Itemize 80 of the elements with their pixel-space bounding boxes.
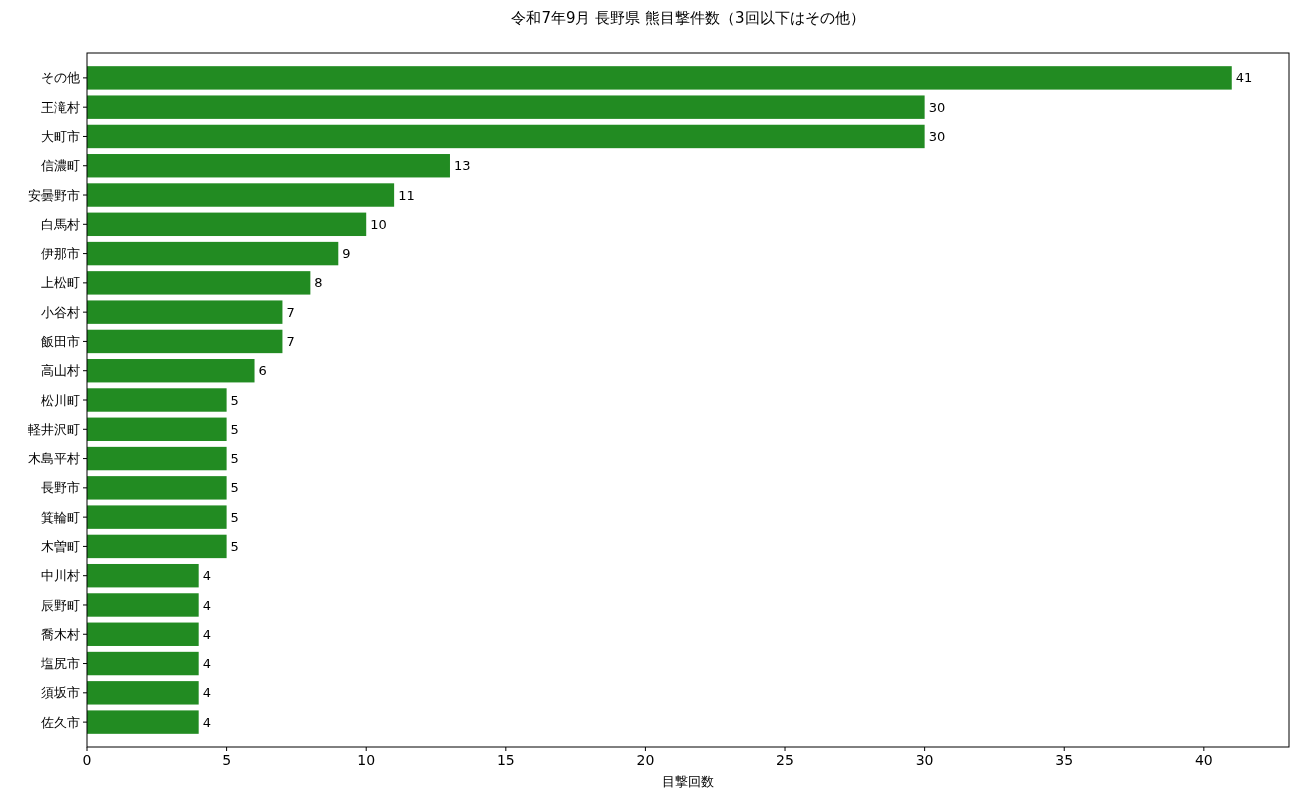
bar [87,300,283,324]
x-tick-label: 25 [776,752,794,768]
y-tick-label: 飯田市 [41,333,80,349]
bar [87,154,450,178]
data-label: 30 [928,129,946,145]
y-tick-label: 佐久市 [41,714,80,730]
y-tick-label: 伊那市 [41,246,80,262]
y-tick-label: 木島平村 [28,451,80,467]
data-label: 5 [230,421,239,437]
y-tick-label: 塩尻市 [40,656,80,672]
bar [87,593,199,617]
y-tick-label: 松川町 [41,392,80,408]
data-label: 5 [230,451,239,467]
bar [87,476,227,500]
data-label: 9 [342,246,351,262]
y-tick-label: 小谷村 [41,304,80,320]
bar [87,95,925,119]
data-label: 4 [202,656,211,672]
data-label: 6 [258,363,267,379]
bar [87,124,925,149]
bar [87,710,199,734]
bar [87,446,227,471]
y-tick-label: 軽井沢町 [28,421,80,437]
x-axis-title: 目撃回数 [662,774,714,789]
data-label: 41 [1235,70,1253,86]
bar [87,329,283,354]
y-tick-label: 安曇野市 [28,187,80,203]
data-label: 10 [370,216,387,232]
x-tick-label: 0 [82,752,92,768]
y-tick-label: 王滝村 [41,99,80,115]
x-tick-label: 35 [1055,752,1074,768]
y-tick-label: 須坂市 [41,685,80,701]
bar [87,417,227,441]
data-label: 7 [286,304,295,320]
data-label: 5 [230,509,239,525]
x-tick-label: 15 [496,752,515,768]
data-label: 5 [230,480,239,496]
data-label: 5 [230,538,239,554]
data-label: 5 [230,392,239,408]
y-tick-label: 信濃町 [41,158,80,174]
data-label: 13 [453,158,471,174]
bar [87,651,199,676]
x-tick-label: 30 [915,752,934,768]
bar [87,241,339,266]
data-label: 11 [398,187,415,203]
data-label: 4 [202,714,211,730]
y-tick-label: 大町市 [41,129,80,145]
bar [87,66,1232,90]
data-label: 4 [202,597,211,613]
bar [87,622,199,646]
bar [87,505,227,529]
data-label: 8 [314,275,323,291]
y-tick-label: 中川村 [41,568,80,584]
data-label: 4 [202,626,211,642]
y-tick-label: その他 [41,70,80,86]
bar [87,359,255,383]
bar [87,183,395,207]
y-tick-label: 箕輪町 [41,509,80,525]
bar [87,563,199,588]
y-tick-label: 高山村 [41,363,80,379]
bar [87,534,227,559]
data-label: 30 [928,99,946,115]
y-tick-label: 白馬村 [41,216,80,232]
x-tick-label: 20 [636,752,655,768]
y-tick-label: 長野市 [41,480,80,496]
y-tick-label: 辰野町 [41,597,80,613]
bar [87,681,199,705]
bar [87,388,227,412]
chart-title: 令和7年9月 長野県 熊目撃件数（3回以下はその他） [511,9,865,27]
x-tick-label: 10 [357,752,376,768]
data-label: 4 [202,685,211,701]
y-tick-label: 喬木村 [41,626,80,642]
y-tick-label: 上松町 [41,275,80,291]
x-tick-label: 5 [222,752,232,768]
data-label: 7 [286,333,295,349]
bar [87,271,311,295]
y-tick-label: 木曽町 [41,538,80,554]
data-label: 4 [202,568,211,584]
x-tick-label: 40 [1194,752,1213,768]
bar [87,212,367,237]
